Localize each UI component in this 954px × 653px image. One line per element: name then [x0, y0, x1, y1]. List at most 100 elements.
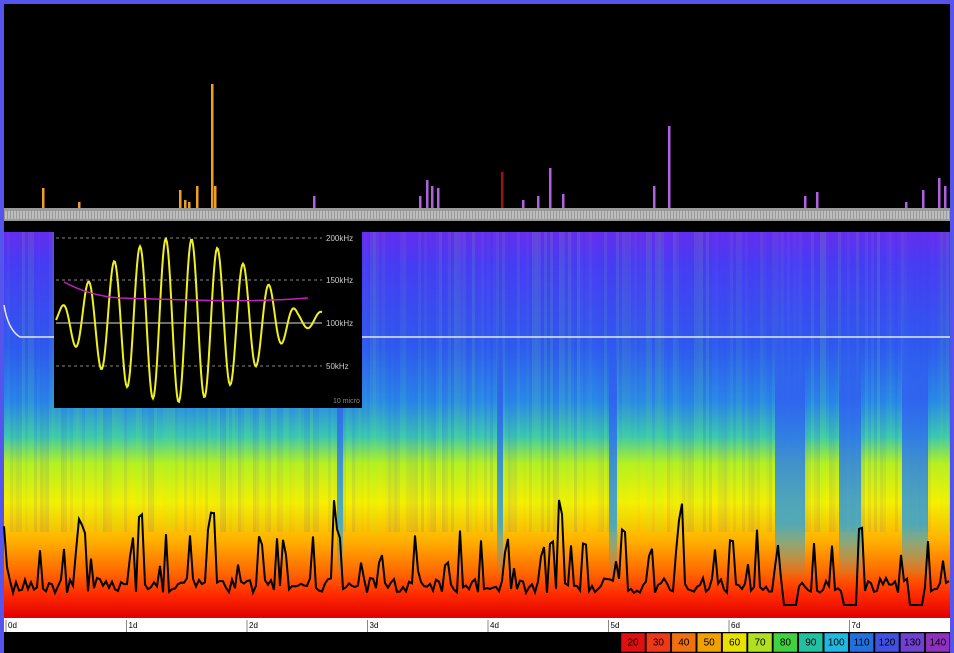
scale-label: 90 [805, 638, 817, 649]
scale-label: 120 [879, 638, 896, 649]
scale-label: 40 [678, 638, 690, 649]
spectrogram-column [694, 232, 697, 532]
spectrogram-column [403, 232, 406, 532]
scale-label: 50 [704, 638, 716, 649]
spectrogram-column [757, 232, 760, 532]
spectrogram-column [520, 232, 523, 532]
activity-bar [78, 202, 81, 208]
spectrogram-column [718, 232, 721, 532]
spectrogram-column [667, 232, 670, 532]
spectrogram-column [670, 232, 673, 532]
spectrogram-column [766, 232, 769, 532]
spectrogram-column [769, 232, 772, 532]
timeline-label: 7d [852, 621, 861, 630]
spectrogram-column [649, 232, 652, 532]
spectrogram-column [484, 232, 487, 532]
spectrogram-column [940, 232, 943, 532]
spectrogram-column [634, 232, 637, 532]
spectrogram-column [934, 232, 937, 532]
spectrogram-column [682, 232, 685, 532]
activity-bar [938, 178, 941, 208]
frequency-label: 200kHz [326, 234, 353, 243]
spectrogram-column [421, 232, 424, 532]
spectrogram-column [772, 232, 775, 532]
spectrogram-column [748, 232, 751, 532]
spectrogram-column [370, 232, 373, 532]
frequency-label: 50kHz [326, 362, 349, 371]
spectrogram-column [604, 232, 607, 532]
spectrogram-column [400, 232, 403, 532]
color-scale: 2030405060708090100110120130140 [621, 633, 950, 652]
spectrogram-column [733, 232, 736, 532]
spectrogram-column [16, 232, 19, 532]
spectrogram-column [712, 232, 715, 532]
spectrogram-column [658, 232, 661, 532]
spectrogram-column [466, 232, 469, 532]
spectrogram-column [445, 232, 448, 532]
spectrogram-column [481, 232, 484, 532]
spectrogram-column [457, 232, 460, 532]
spectrogram-column [568, 232, 571, 532]
spectrogram-column [583, 232, 586, 532]
spectrogram-column [835, 232, 838, 532]
spectrogram-column [541, 232, 544, 532]
spectrogram-column [730, 232, 733, 532]
spectrogram-column [463, 232, 466, 532]
spectrogram-column [898, 232, 901, 532]
spectrogram-column [814, 232, 817, 532]
spectrogram-column [622, 232, 625, 532]
spectrogram-column [46, 232, 49, 532]
spectrogram-column [31, 232, 34, 532]
spectrogram-column [754, 232, 757, 532]
spectrogram-column [826, 232, 829, 532]
scale-label: 140 [929, 638, 946, 649]
spectrogram-column [892, 232, 895, 532]
activity-bar [42, 188, 45, 208]
spectrogram-column [526, 232, 529, 532]
scale-label: 20 [627, 638, 639, 649]
spectrogram-column [544, 232, 547, 532]
spectrogram-column [625, 232, 628, 532]
spectrogram-column [565, 232, 568, 532]
spectrogram-column [43, 232, 46, 532]
spectrogram-column [514, 232, 517, 532]
spectrogram-column [949, 232, 952, 532]
spectrogram-column [655, 232, 658, 532]
activity-bar [804, 196, 807, 208]
spectrogram-column [631, 232, 634, 532]
spectrogram-column [373, 232, 376, 532]
spectrogram-column [34, 232, 37, 532]
spectrogram-column [577, 232, 580, 532]
spectrogram-column [439, 232, 442, 532]
spectrogram-column [379, 232, 382, 532]
spectrogram-window: 0d1d2d3d4d5d6d7d 200kHz150kHz100kHz50kHz… [0, 0, 954, 653]
spectrogram-column [874, 232, 877, 532]
activity-bar [668, 126, 671, 208]
spectrogram-column [661, 232, 664, 532]
spectrogram-column [709, 232, 712, 532]
spectrogram-dip [775, 300, 805, 580]
spectrogram-column [727, 232, 730, 532]
spectrogram-column [388, 232, 391, 532]
spectrogram-column [889, 232, 892, 532]
spectrogram-column [706, 232, 709, 532]
spectrogram-column [880, 232, 883, 532]
spectrogram-column [436, 232, 439, 532]
time-label: 10 micro [333, 398, 360, 405]
spectrogram-column [424, 232, 427, 532]
spectrogram-column [736, 232, 739, 532]
ruler-ticks [6, 211, 948, 219]
spectrogram-column [640, 232, 643, 532]
spectrogram-column [553, 232, 556, 532]
activity-bar [549, 168, 552, 208]
spectrogram-column [679, 232, 682, 532]
spectrogram-column [505, 232, 508, 532]
spectrogram-column [391, 232, 394, 532]
spectrogram-column [820, 232, 823, 532]
spectrogram-column [700, 232, 703, 532]
activity-bar [522, 200, 525, 208]
spectrogram-column [685, 232, 688, 532]
spectrogram-column [832, 232, 835, 532]
spectrogram-column [673, 232, 676, 532]
spectrogram-column [805, 232, 808, 532]
